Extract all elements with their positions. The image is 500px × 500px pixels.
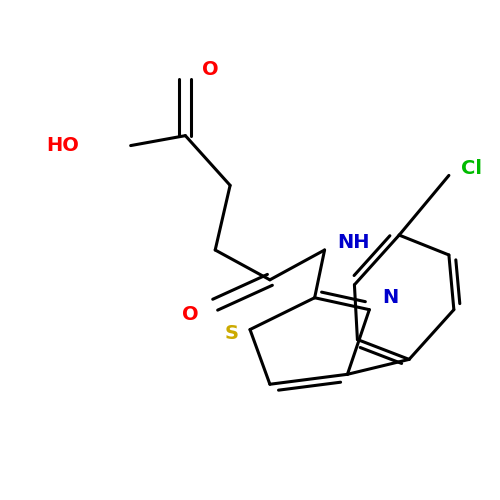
Text: O: O <box>182 305 198 324</box>
Text: HO: HO <box>46 136 79 155</box>
Text: S: S <box>225 324 239 343</box>
Text: NH: NH <box>338 232 370 252</box>
Text: O: O <box>202 60 218 78</box>
Text: Cl: Cl <box>461 159 482 178</box>
Text: N: N <box>382 288 398 307</box>
